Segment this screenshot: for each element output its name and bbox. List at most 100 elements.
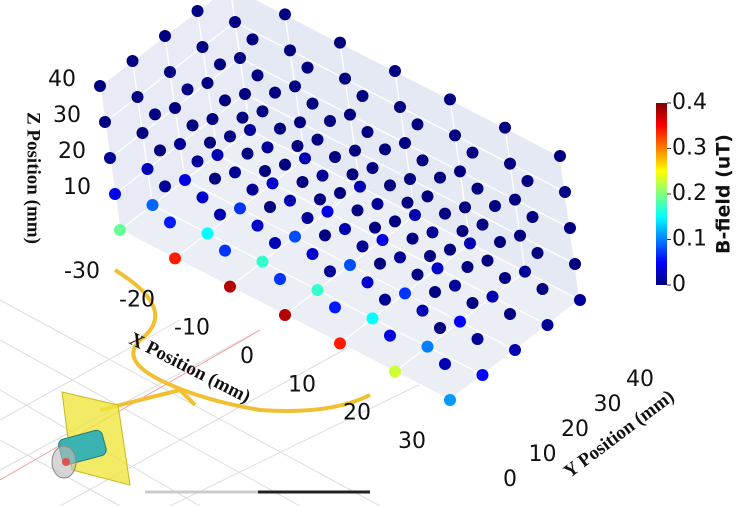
point (214, 58, 226, 71)
point (311, 284, 324, 296)
point (251, 69, 264, 82)
point (239, 88, 251, 100)
point (384, 329, 396, 342)
point (279, 158, 291, 171)
point (464, 237, 476, 250)
point (256, 105, 269, 118)
point (224, 130, 236, 143)
point (514, 229, 526, 242)
point (94, 80, 106, 92)
point (274, 122, 286, 135)
x-tick-label: -10 (174, 316, 210, 341)
point (361, 276, 374, 289)
point (379, 293, 391, 306)
point (459, 201, 471, 214)
point (494, 236, 506, 248)
point (154, 144, 166, 157)
point (274, 273, 286, 285)
point (284, 194, 296, 207)
point (246, 183, 259, 196)
point (389, 365, 401, 378)
point (434, 171, 446, 184)
point (499, 272, 511, 284)
point (456, 225, 469, 237)
point (399, 287, 411, 300)
point (569, 258, 581, 270)
point (186, 119, 199, 132)
point (406, 232, 419, 245)
point (159, 30, 171, 42)
sketch-wire (113, 268, 371, 413)
point (519, 265, 531, 278)
point (554, 150, 566, 162)
point (196, 41, 209, 53)
point (214, 208, 226, 221)
y-tick-label: 40 (626, 367, 654, 392)
point (389, 215, 401, 228)
point (399, 137, 411, 149)
sketch-wire (99, 387, 197, 412)
point (354, 180, 366, 193)
y-tick-label: 0 (503, 467, 517, 492)
point (324, 115, 336, 127)
colorbar-title: B-field (uT) (713, 134, 735, 254)
point (434, 322, 446, 334)
point (196, 191, 209, 204)
point (306, 248, 319, 260)
point (261, 141, 274, 154)
point (204, 136, 216, 149)
point (131, 91, 144, 103)
point (449, 279, 461, 292)
point (531, 247, 544, 259)
point (444, 243, 456, 256)
y-tick-label: 20 (561, 417, 589, 442)
point (394, 101, 406, 113)
point (476, 218, 489, 231)
point (439, 358, 451, 370)
point (346, 168, 359, 181)
sketch-port (62, 458, 70, 466)
point (329, 301, 341, 314)
point (109, 188, 121, 200)
point (334, 337, 346, 350)
point (234, 52, 246, 64)
point (289, 230, 301, 243)
point (439, 207, 451, 220)
point (246, 33, 259, 46)
point (356, 90, 369, 102)
point (416, 154, 429, 167)
x-tick-label: -30 (64, 259, 100, 284)
point (466, 146, 479, 159)
point (421, 340, 434, 353)
point (299, 152, 311, 165)
point (251, 219, 264, 232)
x-tick-label: 20 (343, 401, 371, 426)
point (324, 265, 336, 278)
point (481, 254, 494, 267)
point (159, 180, 171, 193)
point (454, 315, 466, 328)
point (319, 229, 331, 242)
point (181, 83, 194, 96)
point (256, 255, 269, 268)
point (344, 108, 356, 121)
z-tick-label: 10 (63, 175, 91, 200)
point (329, 151, 341, 163)
point (444, 394, 456, 406)
point (219, 244, 231, 257)
point (164, 216, 176, 229)
colorbar-tick-label: 0.2 (672, 181, 707, 206)
point (311, 133, 324, 146)
point (169, 252, 181, 265)
point (114, 224, 126, 236)
point (339, 72, 351, 85)
point (366, 312, 379, 325)
point (179, 174, 191, 186)
point (174, 138, 186, 150)
point (466, 297, 479, 309)
colorbar-tick-label: 0.4 (672, 90, 707, 115)
z-tick-label: 40 (48, 67, 76, 92)
z-tick-label: 30 (53, 103, 81, 128)
point (489, 200, 501, 212)
